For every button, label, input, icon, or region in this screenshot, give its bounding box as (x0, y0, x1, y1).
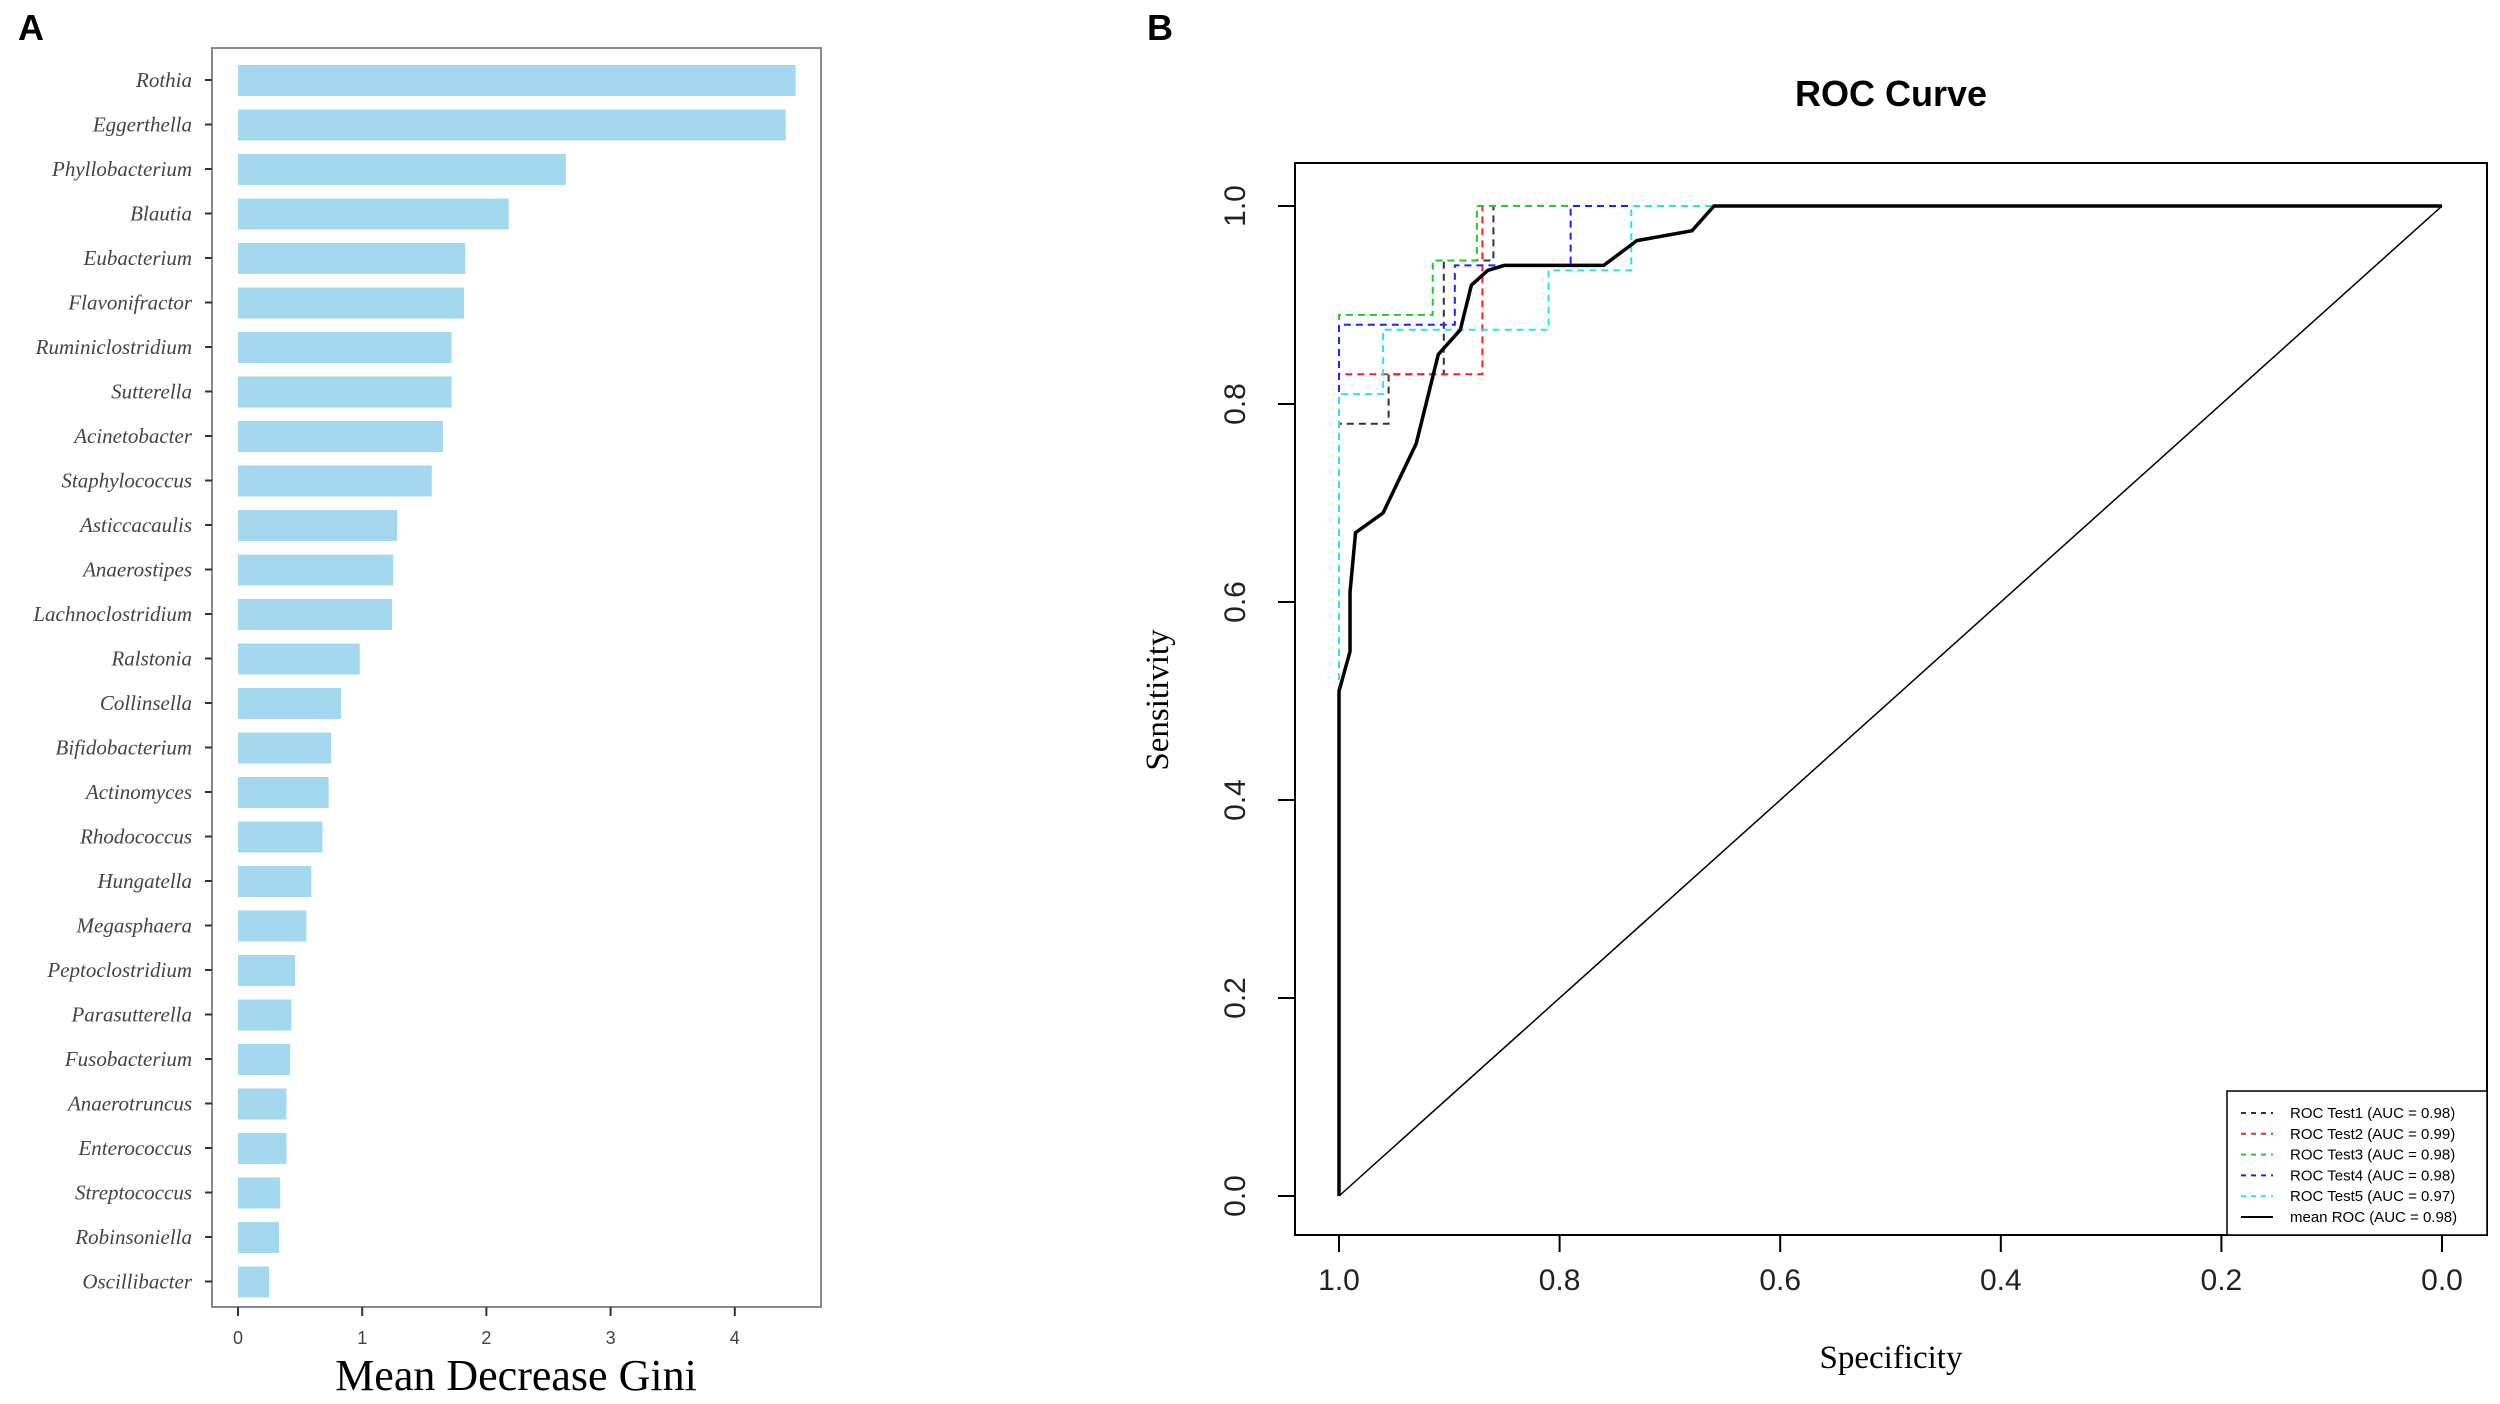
bar (238, 643, 360, 675)
bar (238, 154, 566, 185)
roc-line-3 (1338, 205, 2442, 1196)
category-label: Lachnoclostridium (32, 602, 192, 626)
legend-box (2226, 1090, 2488, 1236)
y-tick-label: 0.8 (1219, 383, 1252, 425)
legend-entry: ROC Test4 (AUC = 0.98) (2290, 1167, 2455, 1184)
bar (238, 732, 332, 764)
category-label: Staphylococcus (61, 469, 192, 493)
bar (238, 1222, 279, 1253)
roc-plot-frame (1294, 162, 2488, 1236)
category-label: Actinomyces (84, 780, 192, 804)
category-label: Collinsella (100, 691, 192, 715)
y-tick-label: 0.0 (1219, 1175, 1252, 1217)
x-axis-title: Mean Decrease Gini (335, 1351, 697, 1400)
roc-chart: ROC Curve Specificity Sensitivity 1.0 0.8… (1140, 73, 2488, 1376)
roc-line-4 (1338, 205, 2442, 1196)
category-label: Blautia (130, 202, 192, 226)
x-tick-label: 0.8 (1539, 1264, 1581, 1297)
y-tick-label: 0.2 (1219, 977, 1252, 1019)
category-label: Rhodococcus (79, 825, 192, 849)
legend-entry: ROC Test3 (AUC = 0.98) (2290, 1147, 2455, 1164)
category-label: Eggerthella (92, 113, 192, 137)
panel-label-a: A (18, 7, 44, 48)
importance-bar-chart: Mean Decrease Gini Rothia Eggerthella Phyl… (32, 47, 822, 1400)
category-label: Enterococcus (77, 1136, 192, 1160)
bar (238, 910, 307, 942)
x-axis-title: Specificity (1820, 1340, 1963, 1376)
bar (238, 1177, 281, 1209)
category-label: Megasphaera (76, 914, 192, 938)
category-label: Anaerostipes (81, 558, 192, 582)
category-label: Rothia (135, 68, 192, 92)
x-tick-label: 3 (606, 1328, 616, 1348)
bar (238, 1044, 291, 1075)
x-tick-label: 0.2 (2201, 1264, 2243, 1297)
category-label: Anaerotruncus (66, 1092, 192, 1116)
bar (238, 955, 296, 986)
category-label: Oscillibacter (82, 1270, 192, 1294)
bar-plot-frame (211, 47, 822, 1308)
category-label: Bifidobacterium (56, 736, 192, 760)
bar (238, 1088, 287, 1120)
legend-entry: ROC Test5 (AUC = 0.97) (2290, 1188, 2455, 1205)
category-label: Sutterella (111, 380, 192, 404)
legend-entry: ROC Test2 (AUC = 0.99) (2290, 1126, 2455, 1143)
bar (238, 287, 465, 319)
legend-entry: ROC Test1 (AUC = 0.98) (2290, 1105, 2455, 1122)
y-axis-title: Sensitivity (1140, 629, 1176, 771)
bar (238, 777, 329, 808)
legend-entry: mean ROC (AUC = 0.98) (2290, 1209, 2457, 1226)
x-tick-label: 2 (481, 1328, 491, 1348)
legend: ROC Test1 (AUC = 0.98) ROC Test2 (AUC = 0… (2226, 1090, 2488, 1236)
category-label: Eubacterium (83, 246, 192, 270)
bar (238, 376, 452, 408)
category-label: Phyllobacterium (51, 157, 192, 181)
bar (238, 866, 312, 897)
category-label: Asticcacaulis (78, 513, 192, 537)
y-tick-label: 1.0 (1219, 185, 1252, 227)
y-tick-label: 0.4 (1219, 779, 1252, 821)
bar (238, 243, 466, 274)
x-tick-label: 0 (233, 1328, 243, 1348)
x-tick-label: 0.4 (1980, 1264, 2022, 1297)
x-tick-label: 0.0 (2421, 1264, 2463, 1297)
category-label: Ruminiclostridium (35, 335, 192, 359)
x-tick-label: 0.6 (1759, 1264, 1801, 1297)
category-label: Peptoclostridium (46, 958, 192, 982)
bar (238, 821, 323, 853)
category-label: Acinetobacter (72, 424, 193, 448)
bar (238, 554, 394, 586)
category-label: Fusobacterium (64, 1047, 192, 1071)
bar (238, 999, 292, 1031)
category-label: Robinsoniella (74, 1225, 192, 1249)
bar (238, 198, 509, 230)
y-tick-label: 0.6 (1219, 581, 1252, 623)
x-tick-label: 1 (357, 1328, 367, 1348)
panel-label-b: B (1147, 7, 1173, 48)
category-label: Streptococcus (75, 1181, 192, 1205)
x-tick-label: 4 (730, 1328, 740, 1348)
bar (238, 465, 432, 497)
roc-line-6 (1337, 204, 2442, 1196)
category-label: Parasutterella (70, 1003, 192, 1027)
category-label: Ralstonia (110, 647, 192, 671)
bar (238, 1133, 287, 1164)
bar (238, 688, 342, 719)
bar (238, 421, 443, 452)
bar (238, 599, 393, 630)
x-tick-label: 1.0 (1318, 1264, 1360, 1297)
chart-title: ROC Curve (1795, 73, 1987, 114)
roc-line-5 (1338, 205, 2442, 1196)
bar (238, 1266, 270, 1298)
bar (238, 65, 796, 96)
diagonal-reference-line (1338, 205, 2443, 1197)
bar (238, 332, 452, 363)
category-label: Hungatella (97, 869, 193, 893)
bar (238, 109, 786, 141)
category-label: Flavonifractor (67, 291, 192, 315)
bar (238, 510, 397, 541)
